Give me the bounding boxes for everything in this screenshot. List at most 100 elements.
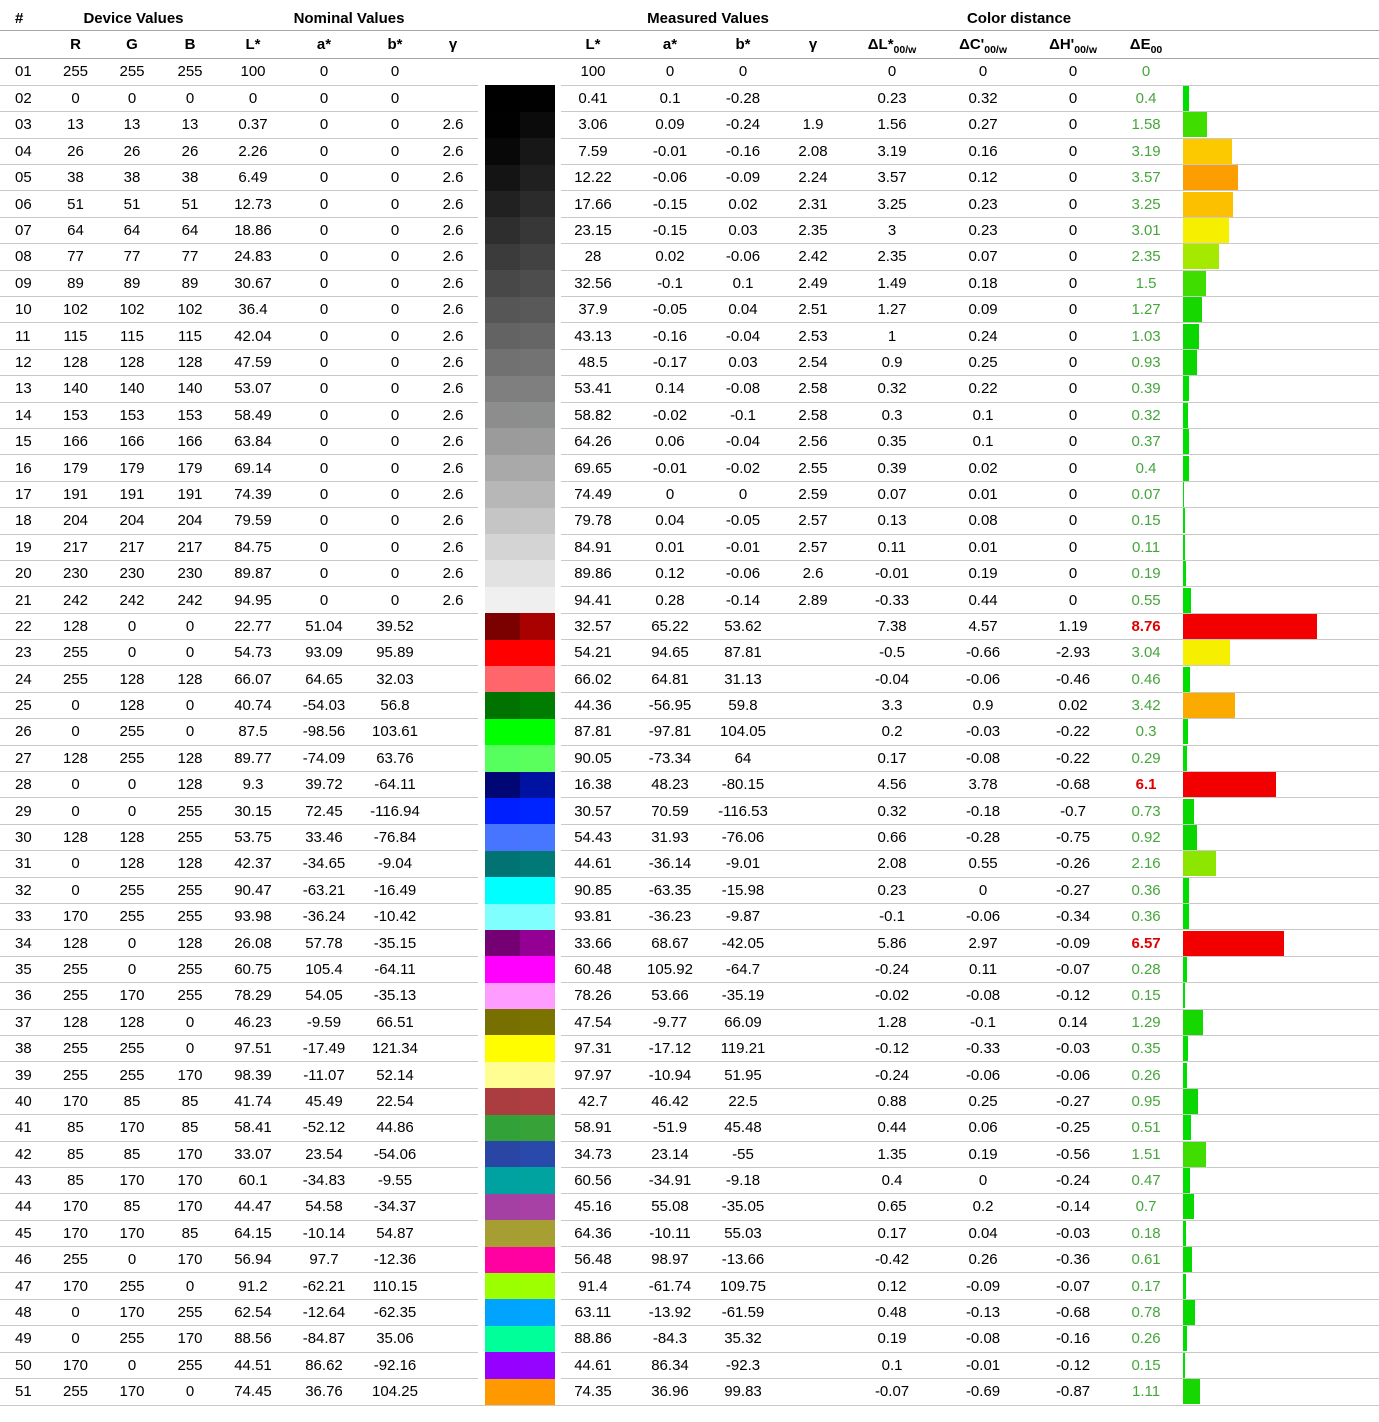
delta-e-bar-cell <box>1183 507 1379 535</box>
delta-l-value: -0.04 <box>855 665 930 693</box>
swatch-nominal-half <box>484 1114 520 1142</box>
swatch-nominal-half <box>484 375 520 403</box>
delta-l-value: 1.49 <box>855 270 930 298</box>
patch-row: 16 179 179 179 69.14 0 0 2.6 69.65 -0.01… <box>0 454 1379 482</box>
subheader-measured-a: a* <box>625 30 715 59</box>
delta-e-bar-cell <box>1183 718 1379 746</box>
delta-e-bar-cell <box>1183 322 1379 350</box>
swatch-measured-half <box>519 111 555 139</box>
nominal-gamma-value: 2.6 <box>428 243 478 271</box>
swatch-measured-half <box>519 692 555 719</box>
device-g-value: 179 <box>104 454 160 482</box>
color-swatch-cell <box>478 982 561 1010</box>
color-swatch-cell <box>478 586 561 614</box>
delta-c-value: -0.69 <box>929 1378 1038 1406</box>
device-b-value: 170 <box>160 1325 220 1353</box>
nominal-b-value: -16.49 <box>362 877 428 905</box>
device-g-value: 255 <box>104 745 160 773</box>
delta-e-value: 0.93 <box>1109 349 1184 377</box>
nominal-a-value: -34.65 <box>286 850 362 878</box>
color-swatch-cell <box>478 481 561 508</box>
device-g-value: 89 <box>104 270 160 298</box>
device-r-value: 255 <box>47 982 104 1010</box>
device-r-value: 170 <box>47 1352 104 1380</box>
delta-e-bar <box>1183 481 1185 507</box>
measured-a-value: 64.81 <box>625 665 715 693</box>
nominal-a-value: 45.49 <box>286 1088 362 1116</box>
delta-e-bar <box>1183 798 1195 824</box>
measured-l-value: 97.31 <box>561 1035 625 1063</box>
nominal-gamma-value <box>428 1272 478 1300</box>
delta-c-value: 0.23 <box>929 190 1038 218</box>
nominal-b-value: 0 <box>362 190 428 218</box>
measured-l-value: 42.7 <box>561 1088 625 1116</box>
patch-number: 12 <box>0 349 47 377</box>
delta-e-bar <box>1183 1273 1187 1299</box>
delta-c-value: -0.03 <box>929 718 1038 746</box>
swatch-measured-half <box>519 1299 555 1326</box>
delta-e-bar <box>1183 86 1190 112</box>
swatch-measured-half <box>519 1325 555 1353</box>
color-swatch <box>484 1114 555 1142</box>
device-b-value: 128 <box>160 665 220 693</box>
delta-e-bar <box>1183 349 1198 375</box>
color-swatch-cell <box>478 402 561 429</box>
nominal-b-value: -92.16 <box>362 1352 428 1380</box>
delta-c-value: 0.01 <box>929 481 1038 509</box>
swatch-nominal-half <box>484 613 520 640</box>
nominal-l-value: 42.04 <box>220 322 286 350</box>
delta-e-bar-cell <box>1183 639 1379 667</box>
measured-gamma-value <box>771 1220 856 1248</box>
color-swatch <box>484 1193 555 1221</box>
delta-c-value: 0.25 <box>929 349 1038 377</box>
patch-number: 30 <box>0 824 47 852</box>
swatch-nominal-half <box>484 454 520 482</box>
patch-row: 51 255 170 0 74.45 36.76 104.25 74.35 36… <box>0 1378 1379 1406</box>
color-swatch-cell <box>478 428 561 455</box>
nominal-b-value: 22.54 <box>362 1088 428 1116</box>
patch-number: 23 <box>0 639 47 667</box>
delta-e-bar-cell <box>1183 1299 1379 1327</box>
delta-e-value: 0.36 <box>1109 877 1184 905</box>
measured-a-value: -56.95 <box>625 692 715 720</box>
swatch-nominal-half <box>484 322 520 350</box>
delta-l-value: 3.3 <box>855 692 930 720</box>
measured-b-value: -0.28 <box>715 85 771 113</box>
delta-e-bar <box>1183 587 1192 613</box>
device-g-value: 0 <box>104 956 160 984</box>
patch-row: 46 255 0 170 56.94 97.7 -12.36 56.48 98.… <box>0 1246 1379 1274</box>
measured-l-value: 48.5 <box>561 349 625 377</box>
patch-number: 14 <box>0 402 47 429</box>
nominal-l-value: 36.4 <box>220 296 286 324</box>
nominal-a-value: 0 <box>286 138 362 166</box>
delta-l-value: 0.23 <box>855 877 930 905</box>
swatch-measured-half <box>519 507 555 535</box>
color-swatch <box>484 217 555 244</box>
patch-row: 01 255 255 255 100 0 0 100 0 0 0 0 0 0 <box>0 58 1379 86</box>
swatch-nominal-half <box>484 428 520 455</box>
subheader-device-r: R <box>47 30 104 59</box>
patch-number: 45 <box>0 1220 47 1248</box>
delta-c-value: -0.06 <box>929 903 1038 931</box>
color-swatch-cell <box>478 534 561 561</box>
device-g-value: 204 <box>104 507 160 535</box>
delta-e-bar <box>1183 1009 1204 1035</box>
color-swatch <box>484 982 555 1010</box>
nominal-l-value: 47.59 <box>220 349 286 377</box>
delta-e-bar <box>1183 1036 1189 1062</box>
measured-a-value: -97.81 <box>625 718 715 746</box>
device-b-value: 102 <box>160 296 220 324</box>
measured-gamma-value: 2.56 <box>771 428 856 456</box>
nominal-gamma-value: 2.6 <box>428 322 478 350</box>
patch-number: 05 <box>0 164 47 192</box>
color-swatch-cell <box>478 1193 561 1221</box>
delta-e-bar <box>1183 693 1236 719</box>
measured-a-value: -13.92 <box>625 1299 715 1327</box>
device-b-value: 170 <box>160 1141 220 1168</box>
patch-row: 32 0 255 255 90.47 -63.21 -16.49 90.85 -… <box>0 877 1379 905</box>
nominal-gamma-value: 2.6 <box>428 296 478 324</box>
swatch-nominal-half <box>484 349 520 376</box>
device-r-value: 217 <box>47 534 104 561</box>
nominal-l-value: 87.5 <box>220 718 286 746</box>
measured-gamma-value <box>771 613 856 641</box>
